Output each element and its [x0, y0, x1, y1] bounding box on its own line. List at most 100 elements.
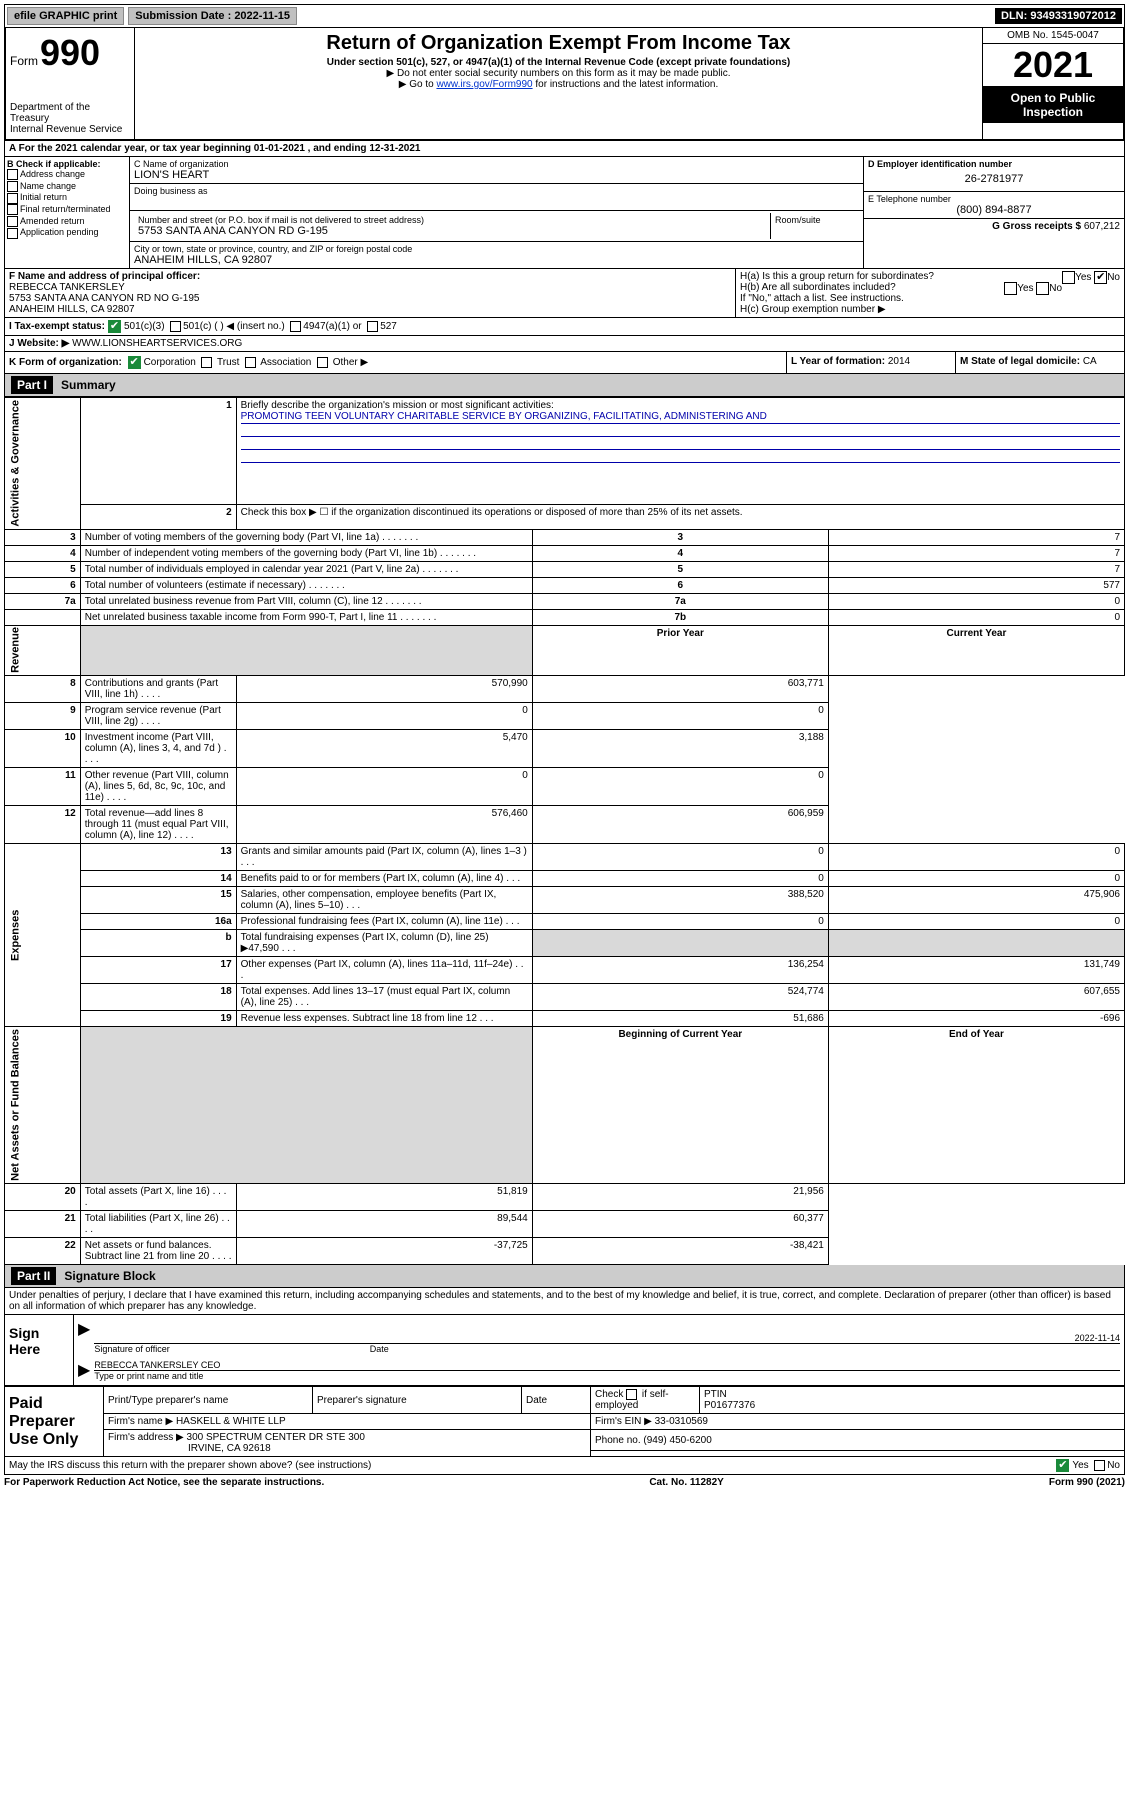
sig-date-label: Date [370, 1344, 389, 1354]
prep-date-hdr: Date [522, 1387, 591, 1414]
website-value: WWW.LIONSHEARTSERVICES.ORG [72, 338, 242, 349]
gross-receipts-value: 607,212 [1084, 221, 1120, 232]
chk-initial-return[interactable]: Initial return [20, 192, 67, 202]
firm-addr1: 300 SPECTRUM CENTER DR STE 300 [187, 1432, 365, 1443]
table-row: 15Salaries, other compensation, employee… [5, 887, 1125, 914]
eoy-hdr: End of Year [828, 1027, 1124, 1184]
chk-address-change[interactable]: Address change [20, 169, 85, 179]
chk-corporation[interactable]: ✔ [128, 356, 141, 369]
ein-value: 26-2781977 [868, 169, 1120, 189]
discuss-no[interactable] [1094, 1460, 1105, 1471]
chk-self-employed[interactable] [626, 1389, 637, 1400]
discuss-yes[interactable]: ✔ [1056, 1459, 1069, 1472]
table-row: Expenses13Grants and similar amounts pai… [5, 844, 1125, 871]
ein-label: D Employer identification number [868, 159, 1120, 169]
state-domicile: CA [1083, 356, 1097, 367]
prep-name-hdr: Print/Type preparer's name [104, 1387, 313, 1414]
mission-text: PROMOTING TEEN VOLUNTARY CHARITABLE SERV… [241, 411, 1120, 424]
chk-amended[interactable]: Amended return [20, 216, 85, 226]
table-row: 22Net assets or fund balances. Subtract … [5, 1238, 1125, 1265]
dba-label: Doing business as [134, 186, 859, 196]
phone-label: E Telephone number [868, 194, 1120, 204]
street-address: 5753 SANTA ANA CANYON RD G-195 [138, 225, 766, 237]
discuss-with-preparer: May the IRS discuss this return with the… [4, 1457, 1125, 1475]
table-row: 4Number of independent voting members of… [5, 545, 1125, 561]
room-label: Room/suite [775, 215, 855, 225]
chk-name-change[interactable]: Name change [20, 181, 76, 191]
sign-here-label: Sign Here [5, 1315, 74, 1385]
form-number: 990 [40, 32, 100, 74]
part-ii-header: Part IISignature Block [4, 1265, 1125, 1288]
instr-2: ▶ Go to www.irs.gov/Form990 for instruct… [143, 79, 974, 90]
sig-officer-label: Signature of officer [94, 1344, 169, 1354]
phone-value: (800) 894-8877 [868, 204, 1120, 216]
officer-printed-name: REBECCA TANKERSLEY CEO [94, 1360, 1120, 1371]
printed-name-label: Type or print name and title [94, 1371, 1120, 1381]
table-row: 20Total assets (Part X, line 16) . . . .… [5, 1184, 1125, 1211]
officer-group-block: F Name and address of principal officer:… [4, 269, 1125, 318]
footer-mid: Cat. No. 11282Y [649, 1477, 723, 1488]
irs-label: Internal Revenue Service [10, 124, 130, 135]
q1: Briefly describe the organization's miss… [241, 400, 554, 411]
tax-year: 2021 [983, 44, 1123, 87]
form-subtitle: Under section 501(c), 527, or 4947(a)(1)… [143, 57, 974, 68]
table-row: 11Other revenue (Part VIII, column (A), … [5, 768, 1125, 806]
table-row: Net unrelated business taxable income fr… [5, 609, 1125, 625]
paid-preparer-label: Paid Preparer Use Only [5, 1387, 104, 1457]
ha-no[interactable] [1094, 271, 1107, 284]
firm-name: HASKELL & WHITE LLP [176, 1416, 286, 1427]
box-b-label: B Check if applicable: [7, 159, 127, 169]
chk-application[interactable]: Application pending [20, 227, 99, 237]
row-j-website: J Website: ▶ WWW.LIONSHEARTSERVICES.ORG [4, 336, 1125, 352]
sign-here-block: Sign Here ▶ 2022-11-14 Signature of offi… [4, 1315, 1125, 1386]
table-row: 7aTotal unrelated business revenue from … [5, 593, 1125, 609]
hb-no[interactable] [1036, 282, 1049, 295]
summary-table: Activities & Governance 1 Briefly descri… [4, 397, 1125, 1265]
q2: Check this box ▶ ☐ if the organization d… [236, 504, 1124, 529]
table-row: 12Total revenue—add lines 8 through 11 (… [5, 806, 1125, 844]
part-i-header: Part ISummary [4, 374, 1125, 397]
firm-phone: (949) 450-6200 [643, 1435, 711, 1446]
row-a-period: A For the 2021 calendar year, or tax yea… [4, 141, 1125, 157]
sig-date: 2022-11-14 [1075, 1333, 1120, 1343]
firm-addr2: IRVINE, CA 92618 [188, 1443, 271, 1454]
submission-date-button[interactable]: Submission Date : 2022-11-15 [128, 7, 297, 25]
table-row: 19Revenue less expenses. Subtract line 1… [5, 1011, 1125, 1027]
hc-label: H(c) Group exemption number ▶ [740, 304, 1120, 315]
year-formation: 2014 [888, 356, 910, 367]
boy-hdr: Beginning of Current Year [532, 1027, 828, 1184]
dept-label: Department of the Treasury [10, 102, 130, 124]
table-row: 18Total expenses. Add lines 13–17 (must … [5, 984, 1125, 1011]
ha-yes[interactable] [1062, 271, 1075, 284]
gross-receipts-label: G Gross receipts $ [992, 221, 1081, 232]
table-row: 14Benefits paid to or for members (Part … [5, 871, 1125, 887]
city-state-zip: ANAHEIM HILLS, CA 92807 [134, 254, 859, 266]
chk-501c3[interactable]: ✔ [108, 320, 121, 333]
table-row: 10Investment income (Part VIII, column (… [5, 730, 1125, 768]
officer-label: F Name and address of principal officer: [9, 271, 200, 282]
hb-yes[interactable] [1004, 282, 1017, 295]
efile-button[interactable]: efile GRAPHIC print [7, 7, 124, 25]
hb-note: If "No," attach a list. See instructions… [740, 293, 1120, 304]
omb-number: OMB No. 1545-0047 [983, 28, 1123, 44]
page-footer: For Paperwork Reduction Act Notice, see … [4, 1475, 1125, 1490]
hb-label: H(b) Are all subordinates included? [740, 282, 896, 293]
firm-ein: 33-0310569 [655, 1416, 708, 1427]
officer-addr1: 5753 SANTA ANA CANYON RD NO G-195 [9, 293, 199, 304]
table-row: 6Total number of volunteers (estimate if… [5, 577, 1125, 593]
arrow-icon: ▶ [78, 1319, 90, 1354]
entity-block: B Check if applicable: Address change Na… [4, 157, 1125, 269]
officer-addr2: ANAHEIM HILLS, CA 92807 [9, 304, 135, 315]
ha-label: H(a) Is this a group return for subordin… [740, 271, 934, 282]
addr-label: Number and street (or P.O. box if mail i… [138, 215, 766, 225]
prep-sig-hdr: Preparer's signature [313, 1387, 522, 1414]
chk-final-return[interactable]: Final return/terminated [20, 204, 111, 214]
footer-left: For Paperwork Reduction Act Notice, see … [4, 1477, 324, 1488]
form-header: Form 990 Department of the Treasury Inte… [4, 28, 1125, 141]
table-row: 5Total number of individuals employed in… [5, 561, 1125, 577]
city-label: City or town, state or province, country… [134, 244, 859, 254]
org-name: LION'S HEART [134, 169, 859, 181]
paid-preparer-table: Paid Preparer Use Only Print/Type prepar… [4, 1386, 1125, 1457]
irs-link[interactable]: www.irs.gov/Form990 [436, 79, 532, 90]
row-klm: K Form of organization: ✔Corporation Tru… [4, 352, 1125, 374]
